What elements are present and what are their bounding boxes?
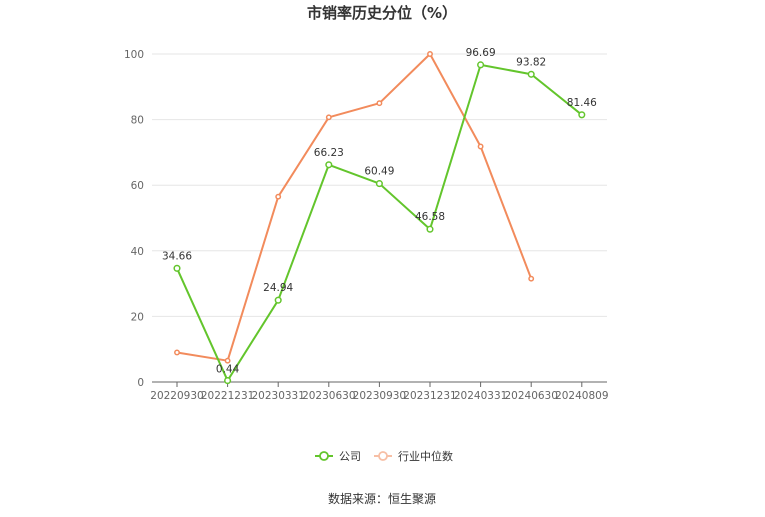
legend: 公司 行业中位数 — [315, 449, 453, 463]
data-point-0 — [375, 180, 383, 188]
legend-marker-0 — [319, 451, 329, 461]
data-label: 96.69 — [466, 47, 496, 59]
data-point-1 — [427, 51, 433, 57]
y-tick-label: 80 — [131, 115, 144, 127]
x-tick-label: 20220930 — [150, 390, 203, 402]
data-label: 60.49 — [364, 166, 394, 178]
legend-label-1[interactable]: 行业中位数 — [398, 449, 453, 463]
series-line-0 — [176, 63, 583, 382]
y-tick-label: 0 — [137, 377, 144, 389]
legend-marker-1 — [378, 451, 388, 461]
y-tick-label: 60 — [131, 180, 144, 192]
source-note: 数据来源：恒生聚源 — [328, 491, 436, 506]
data-labels: 34.66 0.44 24.94 66.23 60.49 46.58 96.69 93.82 8… — [162, 47, 597, 376]
data-point-1 — [325, 114, 332, 121]
y-tick-label: 20 — [131, 311, 144, 323]
y-tick-label: 100 — [124, 49, 144, 61]
data-label: 24.94 — [263, 282, 293, 294]
y-tick-label: 40 — [131, 246, 144, 258]
legend-label-0[interactable]: 公司 — [339, 450, 361, 463]
data-point-0 — [325, 161, 333, 169]
data-point-0 — [477, 61, 485, 69]
data-point-0 — [173, 264, 181, 272]
data-label: 66.23 — [314, 147, 344, 159]
data-point-0 — [224, 377, 232, 385]
series-line-1 — [176, 53, 533, 362]
x-tick-label: 20231231 — [403, 390, 456, 402]
x-tick-label: 20240331 — [454, 390, 507, 402]
data-point-0 — [578, 111, 586, 119]
data-label: 93.82 — [516, 56, 546, 68]
x-tick-label: 20221231 — [201, 390, 254, 402]
data-point-0 — [426, 225, 434, 233]
data-point-1 — [174, 349, 180, 356]
data-label: 46.58 — [415, 211, 445, 223]
x-tick-label: 20240809 — [555, 390, 608, 402]
axes: 0204060801002022093020221231202303312023… — [124, 49, 609, 402]
series-layer — [173, 51, 586, 385]
x-tick-label: 20230630 — [302, 390, 355, 402]
data-point-1 — [275, 193, 282, 200]
data-label: 81.46 — [567, 97, 597, 109]
x-tick-label: 20240630 — [504, 390, 557, 402]
data-point-1 — [528, 275, 535, 282]
x-tick-label: 20230331 — [251, 390, 304, 402]
x-tick-label: 20230930 — [353, 390, 406, 402]
data-point-0 — [527, 70, 535, 78]
data-point-0 — [274, 296, 282, 304]
chart-title: 市销率历史分位（%） — [307, 4, 457, 22]
data-label: 34.66 — [162, 250, 192, 262]
data-label: 0.44 — [216, 364, 240, 376]
data-point-1 — [477, 143, 484, 150]
data-point-1 — [376, 100, 383, 107]
data-point-1 — [224, 357, 231, 364]
